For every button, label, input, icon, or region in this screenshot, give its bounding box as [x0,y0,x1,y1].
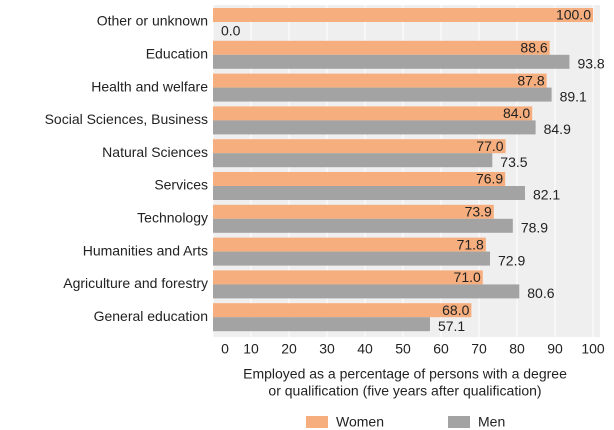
x-axis-label: or qualification (five years after quali… [268,383,541,399]
bar [213,251,491,266]
bar [213,237,486,252]
value-label: 71.8 [457,236,484,252]
x-tick-label: 100 [581,341,605,357]
value-label: 0.0 [221,23,241,39]
value-label: 100.0 [556,7,591,23]
bar [213,87,552,102]
bar [213,73,547,88]
bar [213,8,593,22]
value-label: 72.9 [498,252,525,268]
category-label: Services [154,177,208,193]
category-label: Other or unknown [97,13,208,29]
bar [213,40,550,55]
value-label: 80.6 [527,285,554,301]
category-label: General education [94,308,208,324]
value-label: 84.9 [544,121,571,137]
x-tick-label: 80 [509,341,525,357]
value-label: 78.9 [521,220,548,236]
category-label: Education [146,46,208,62]
legend-swatch [306,416,328,428]
x-tick-label: 70 [471,341,487,357]
bar [213,186,525,200]
bar [213,106,533,121]
category-label: Humanities and Arts [83,242,208,258]
bar [213,120,536,135]
category-label: Social Sciences, Business [45,111,208,127]
category-label: Natural Sciences [102,144,208,160]
value-label: 89.1 [560,88,587,104]
legend-label: Women [336,414,384,430]
category-label: Technology [137,210,208,226]
value-label: 88.6 [520,40,547,56]
bar [213,204,494,219]
x-tick-label: 10 [243,341,259,357]
x-tick-label: 40 [357,341,373,357]
x-tick-label: 0 [221,341,229,357]
x-axis-label: Employed as a percentage of persons with… [243,366,567,382]
value-label: 71.0 [454,269,481,285]
category-label: Agriculture and forestry [63,275,208,291]
x-tick-label: 20 [281,341,297,357]
value-label: 77.0 [476,138,503,154]
value-label: 73.5 [500,154,527,170]
value-label: 57.1 [438,318,465,334]
value-label: 84.0 [503,105,530,121]
legend-swatch [448,416,470,428]
legend-label: Men [478,414,505,430]
value-label: 93.8 [577,56,604,72]
bar [213,218,513,233]
bar [213,303,472,318]
bar [213,139,506,154]
x-tick-label: 50 [395,341,411,357]
bar [213,172,506,186]
bar [213,284,520,299]
bar [213,153,493,168]
x-tick-label: 60 [433,341,449,357]
x-tick-label: 30 [319,341,335,357]
value-label: 73.9 [465,204,492,220]
value-label: 87.8 [517,72,544,88]
value-label: 82.1 [533,187,560,203]
x-tick-label: 90 [547,341,563,357]
category-label: Health and welfare [91,78,208,94]
value-label: 76.9 [476,171,503,187]
value-label: 68.0 [442,302,469,318]
bar [213,54,570,69]
bar [213,270,483,285]
bar [213,317,430,332]
